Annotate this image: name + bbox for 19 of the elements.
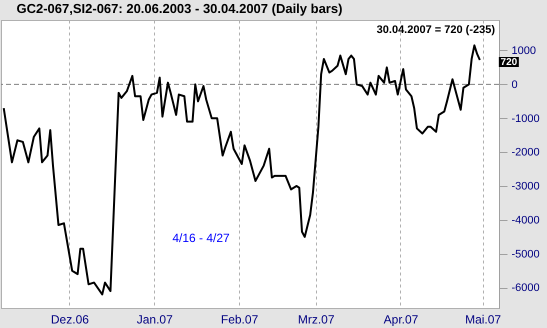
- x-tick-label: Jan.07: [136, 312, 174, 326]
- line-series: [2, 44, 481, 296]
- annotation: 30.04.2007 = 720 (-235): [376, 24, 496, 36]
- x-tick-label: Mai.07: [465, 312, 502, 326]
- annotation: 4/16 - 4/27: [172, 231, 230, 245]
- y-tick-label: 0: [512, 78, 518, 91]
- chart-title: GC2-067,SI2-067: 20.06.2003 - 30.04.2007 (Daily bars): [16, 1, 342, 16]
- y-tick-label: -3000: [512, 180, 540, 193]
- x-tick-label: Feb.07: [220, 312, 259, 326]
- y-tick-label: 1000: [512, 44, 536, 57]
- y-tick-label: -1000: [512, 112, 540, 125]
- y-tick-label: -6000: [512, 282, 540, 294]
- x-tick-label: Mrz.07: [298, 312, 335, 326]
- x-tick-label: Apr.07: [384, 312, 419, 326]
- y-tick-label: -2000: [512, 146, 540, 159]
- y-tick-label: -5000: [512, 248, 540, 260]
- y-tick-label: -4000: [512, 214, 540, 226]
- x-tick-label: Dez.06: [50, 312, 90, 326]
- annotation: 720: [500, 56, 518, 68]
